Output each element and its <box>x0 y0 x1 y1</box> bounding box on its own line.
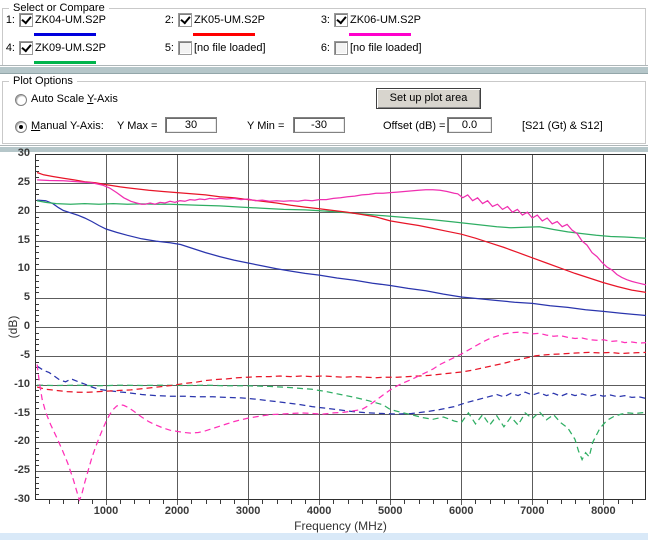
select-or-compare-title: Select or Compare <box>9 2 109 14</box>
x-axis-title: Frequency (MHz) <box>294 519 387 533</box>
y-tick-label: -10 <box>14 377 30 390</box>
manual-y-axis-label: Manual Y-Axis: <box>31 120 104 132</box>
plot-options-title: Plot Options <box>9 75 77 87</box>
divider-top <box>0 66 648 74</box>
file-checkbox-2[interactable] <box>178 13 192 27</box>
file-checkbox-6[interactable] <box>334 41 348 55</box>
file-slot-6: 6: [no file loaded] <box>319 41 474 75</box>
file-slot-2: 2: ZK05-UM.S2P <box>163 13 318 47</box>
y-tick-label: 30 <box>17 147 30 159</box>
y-tick-label: -25 <box>14 464 30 477</box>
file-label-5: [no file loaded] <box>194 42 266 54</box>
x-tick-label: 2000 <box>164 505 190 517</box>
y-min-input[interactable] <box>293 117 345 133</box>
file-slot-number: 3: <box>320 14 330 26</box>
chart-area: Frequency (MHz) (dB) 30 25 20 15 10 5 0 -5 -10 -1… <box>0 147 648 540</box>
file-slot-number: 5: <box>164 42 174 54</box>
file-label-2: ZK05-UM.S2P <box>194 14 265 26</box>
plot-options-group: Plot Options Auto Scale Y-Axis Manual Y-… <box>2 75 646 144</box>
file-label-1: ZK04-UM.S2P <box>35 14 106 26</box>
file-slot-4: 4: ZK09-UM.S2P <box>4 41 159 75</box>
trace-zk04-um-s12 <box>36 365 647 415</box>
file-slot-1: 1: ZK04-UM.S2P <box>4 13 159 47</box>
file-slot-3: 3: ZK06-UM.S2P <box>319 13 474 47</box>
setup-plot-area-button[interactable]: Set up plot area <box>376 88 481 109</box>
y-tick-label: 25 <box>17 175 30 188</box>
manual-y-axis-radio-circle[interactable] <box>15 121 27 133</box>
trace-color-swatch-red <box>193 33 255 36</box>
x-tick-label: 7000 <box>520 505 545 517</box>
y-tick-label: -15 <box>14 406 30 419</box>
y-max-input[interactable] <box>165 117 217 133</box>
trace-zk06-um-s21 <box>37 179 647 286</box>
file-slot-number: 2: <box>164 14 174 26</box>
auto-scale-label: Auto Scale Y-Axis <box>31 93 118 105</box>
y-tick-label: 0 <box>23 320 30 332</box>
y-max-label: Y Max = <box>117 120 158 132</box>
file-checkbox-1[interactable] <box>19 13 33 27</box>
y-tick-label: 10 <box>17 262 30 275</box>
x-tick-label: 5000 <box>377 505 403 517</box>
offset-label: Offset (dB) = <box>383 120 446 132</box>
trace-color-swatch-magenta <box>349 33 411 36</box>
plot-svg <box>35 154 647 505</box>
window-bottom-strip <box>0 533 648 540</box>
trace-color-swatch-blue <box>34 33 96 36</box>
offset-input[interactable] <box>447 117 492 133</box>
trace-zk09-um-s12 <box>37 384 647 462</box>
auto-scale-radio-circle[interactable] <box>15 94 27 106</box>
trace-zk05-um-s21 <box>36 171 647 294</box>
trace-zk04-um-s21 <box>37 199 647 317</box>
trace-zk09-um-s21 <box>36 200 647 239</box>
y-tick-label: 15 <box>17 233 30 246</box>
x-tick-label: 4000 <box>306 505 332 517</box>
file-slot-number: 6: <box>320 42 330 54</box>
file-slot-number: 1: <box>5 14 15 26</box>
trace-zk05-um-s12 <box>36 351 647 393</box>
select-or-compare-group: Select or Compare 1: ZK04-UM.S2P 2: ZK05… <box>2 2 646 66</box>
file-label-6: [no file loaded] <box>350 42 422 54</box>
y-tick-label: -30 <box>14 493 30 505</box>
x-tick-label: 1000 <box>93 505 119 517</box>
file-checkbox-3[interactable] <box>334 13 348 27</box>
file-checkbox-4[interactable] <box>19 41 33 55</box>
file-checkbox-5[interactable] <box>178 41 192 55</box>
file-label-3: ZK06-UM.S2P <box>350 14 421 26</box>
y-tick-label: -20 <box>14 435 30 448</box>
file-slot-number: 4: <box>5 42 15 54</box>
file-label-4: ZK09-UM.S2P <box>35 42 106 54</box>
x-tick-label: 3000 <box>235 505 261 517</box>
trace-zk06-um-s12 <box>36 331 647 502</box>
x-tick-label: 8000 <box>591 505 616 517</box>
y-min-label: Y Min = <box>247 120 285 132</box>
trace-type-note: [S21 (Gt) & S12] <box>522 120 603 132</box>
y-tick-label: -5 <box>20 348 30 361</box>
trace-color-swatch-green <box>34 61 96 64</box>
x-tick-label: 6000 <box>449 505 474 517</box>
file-slot-5: 5: [no file loaded] <box>163 41 318 75</box>
y-tick-label: 5 <box>23 291 30 304</box>
y-tick-label: 20 <box>17 204 30 217</box>
